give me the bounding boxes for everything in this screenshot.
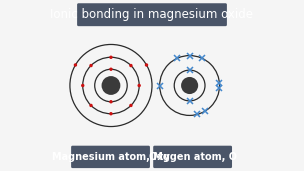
Text: Oxygen atom, O: Oxygen atom, O xyxy=(149,152,237,162)
Circle shape xyxy=(89,64,93,67)
FancyBboxPatch shape xyxy=(153,146,232,168)
Circle shape xyxy=(109,112,113,115)
Text: Ionic bonding in magnesium oxide: Ionic bonding in magnesium oxide xyxy=(50,8,254,21)
Text: Magnesium atom, Mg: Magnesium atom, Mg xyxy=(51,152,169,162)
Circle shape xyxy=(129,104,133,107)
FancyBboxPatch shape xyxy=(77,3,227,26)
Circle shape xyxy=(137,84,141,87)
FancyBboxPatch shape xyxy=(71,146,150,168)
Circle shape xyxy=(109,100,113,103)
Circle shape xyxy=(145,63,148,67)
Circle shape xyxy=(129,64,133,67)
Circle shape xyxy=(102,76,120,95)
Circle shape xyxy=(109,68,113,71)
Circle shape xyxy=(89,104,93,107)
Circle shape xyxy=(109,56,113,59)
Circle shape xyxy=(81,84,85,87)
Circle shape xyxy=(181,77,198,94)
Circle shape xyxy=(74,63,77,67)
